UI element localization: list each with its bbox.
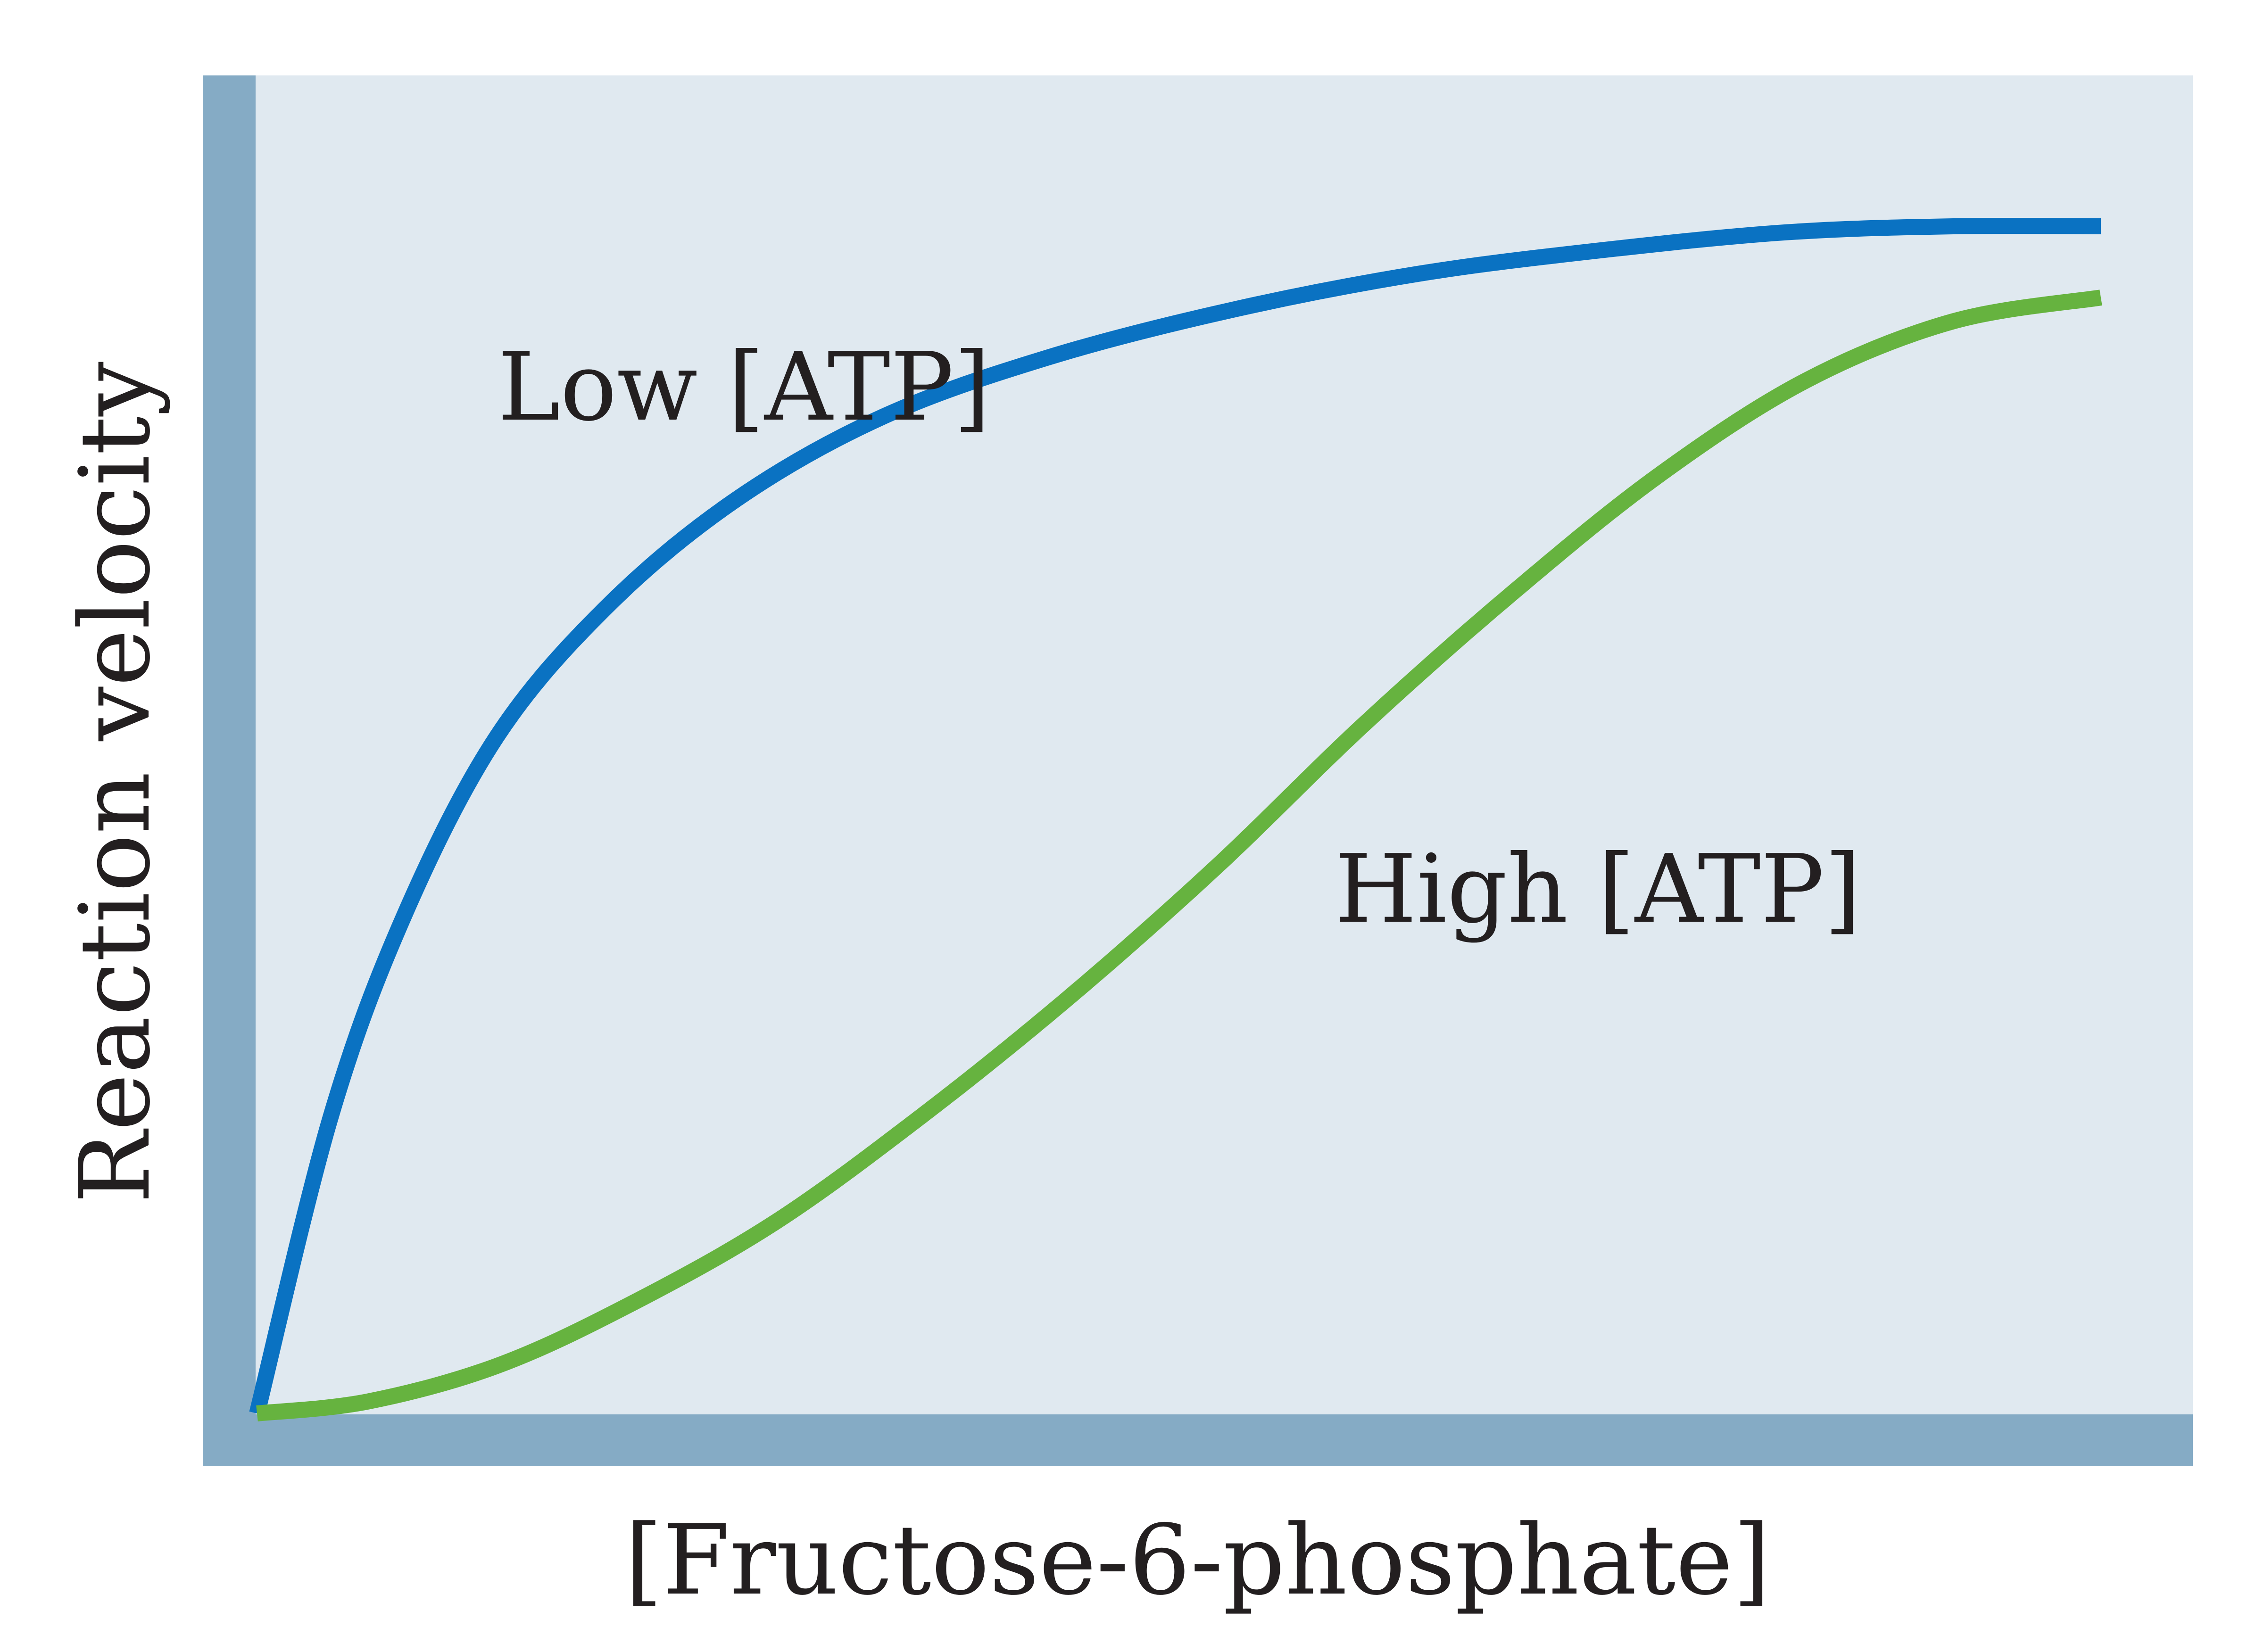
y-axis-bar — [203, 75, 256, 1466]
plot-background — [203, 75, 2193, 1466]
series-layer — [249, 218, 2102, 1421]
series-label-low-atp: Low [ATP] — [498, 332, 991, 442]
x-axis-label: [Fructose-6-phosphate] — [625, 1504, 1770, 1617]
series-line-low-atp — [249, 218, 2101, 1416]
series-line-high-atp — [256, 289, 2102, 1421]
series-label-high-atp: High [ATP] — [1335, 834, 1861, 944]
y-axis-label: Reaction velocity — [59, 362, 172, 1204]
x-axis-bar — [203, 1414, 2193, 1466]
